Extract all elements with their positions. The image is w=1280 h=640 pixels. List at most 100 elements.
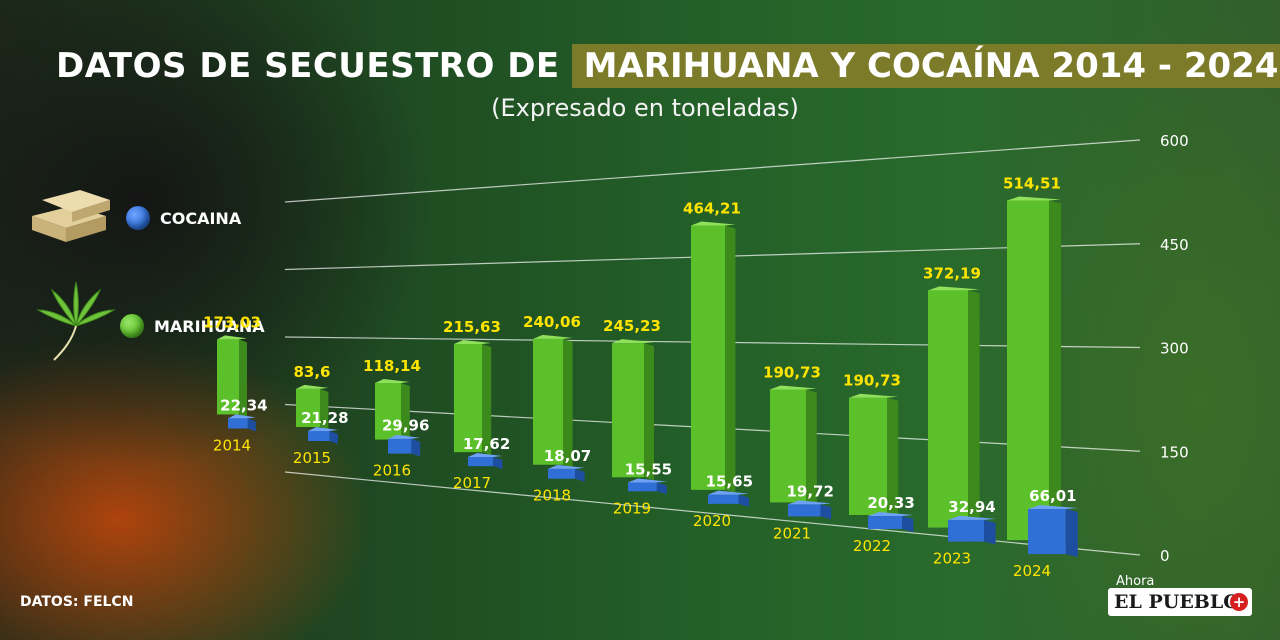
x-tick-label: 2023 (933, 550, 971, 568)
x-tick-label: 2019 (613, 499, 651, 517)
bar-marihuana-side (968, 290, 980, 531)
bar-cocaina-side (902, 516, 914, 532)
bar-cocaina-front (308, 430, 330, 442)
bar-marihuana-top (217, 335, 247, 340)
data-label-marihuana: 514,51 (1003, 175, 1061, 193)
bar-marihuana-top (1007, 196, 1061, 201)
bar-cocaina-side (493, 457, 503, 470)
bar-marihuana-side (320, 388, 329, 431)
bar-cocaina-side (738, 494, 749, 507)
bar-marihuana-front (928, 290, 968, 528)
bar-marihuana-side (725, 225, 736, 493)
bar-cocaina-side (247, 418, 256, 432)
bar-cocaina-front (708, 494, 739, 504)
bar-cocaina-top (548, 464, 585, 469)
data-label-marihuana: 245,23 (603, 317, 661, 335)
title-part1: DATOS DE SECUESTRO DE (56, 46, 560, 86)
bar-marihuana-side (887, 397, 899, 518)
title-part2: MARIHUANA Y COCAÍNA 2014 - 2024 (571, 44, 1280, 88)
legend-cocaina: COCAINA (126, 206, 241, 230)
y-tick-label: 150 (1160, 443, 1189, 461)
x-tick-label: 2015 (293, 449, 331, 467)
bar-marihuana-front (533, 338, 563, 465)
data-label-cocaina: 19,72 (786, 482, 833, 500)
bar-marihuana-top (612, 339, 654, 344)
x-tick-label: 2021 (773, 524, 811, 542)
bar-marihuana-front (375, 382, 401, 440)
bar-cocaina-top (868, 512, 914, 517)
legend-label-cocaina: COCAINA (160, 208, 242, 228)
bar-marihuana-front (217, 339, 239, 415)
legend-dot-cocaina (126, 206, 150, 230)
bar-cocaina-front (228, 418, 248, 429)
data-label-cocaina: 66,01 (1029, 487, 1076, 505)
title-row: DATOS DE SECUESTRO DE MARIHUANA Y COCAÍN… (56, 44, 1280, 88)
bar-marihuana-side (401, 382, 410, 443)
bar-cocaina-front (548, 468, 575, 479)
x-tick-label: 2016 (373, 462, 411, 480)
data-label-cocaina: 22,34 (220, 396, 267, 414)
x-tick-label: 2024 (1013, 562, 1051, 580)
logo-main-text: EL PUEBLO (1114, 591, 1240, 613)
bar-marihuana-top (296, 384, 329, 389)
data-label-cocaina: 17,62 (463, 435, 510, 453)
bar-marihuana-front (1007, 200, 1049, 541)
data-label-cocaina: 18,07 (544, 447, 591, 465)
subtitle: (Expresado en toneladas) (491, 94, 799, 122)
y-tick-label: 600 (1160, 132, 1189, 150)
data-label-marihuana: 83,6 (293, 363, 330, 381)
bars (217, 196, 1078, 558)
bar-marihuana-side (482, 343, 492, 456)
legend-dot-marihuana (120, 314, 144, 338)
bar-cocaina-top (948, 515, 996, 520)
plus-icon: + (1230, 593, 1248, 611)
data-label-marihuana: 118,14 (363, 357, 421, 375)
bar-marihuana-side (644, 343, 654, 481)
data-label-cocaina: 15,65 (706, 473, 753, 491)
legend-label-marihuana: MARIHUANA (154, 316, 265, 336)
bar-marihuana-front (849, 397, 887, 515)
bar-cocaina-front (868, 516, 903, 529)
data-label-cocaina: 32,94 (948, 498, 995, 516)
bar-marihuana-side (806, 389, 817, 506)
bar-cocaina-side (1065, 509, 1078, 558)
bar-marihuana-front (770, 389, 806, 503)
bar-marihuana-front (296, 388, 320, 428)
y-tick-label: 300 (1160, 340, 1189, 358)
bar-cocaina-side (984, 519, 996, 545)
bar-cocaina-top (468, 453, 503, 458)
bar-cocaina-front (468, 457, 494, 467)
bar-cocaina-top (788, 500, 832, 505)
bar-marihuana-side (1049, 200, 1061, 544)
labels: 0 150 300 450 600 173,03 22,34 2014 83,6 21,28 201… (203, 132, 1189, 580)
bar-cocaina-side (329, 430, 338, 445)
data-label-marihuana: 240,06 (523, 313, 581, 331)
data-label-marihuana: 464,21 (683, 199, 741, 217)
el-pueblo-logo: Ahora EL PUEBLO + (1108, 574, 1254, 620)
bar-cocaina-top (228, 414, 256, 419)
bar-marihuana-top (770, 385, 817, 390)
bar-marihuana-side (239, 339, 247, 418)
bar-marihuana-top (849, 393, 899, 398)
legend-marihuana: MARIHUANA (120, 314, 265, 338)
x-tick-label: 2014 (213, 436, 251, 454)
bar-marihuana-top (533, 334, 573, 339)
bar-marihuana-top (375, 378, 410, 383)
cannabis-leaf-icon (36, 281, 116, 361)
x-tick-label: 2017 (453, 474, 491, 492)
data-label-cocaina: 15,55 (625, 460, 672, 478)
data-label-cocaina: 20,33 (867, 494, 914, 512)
bar-cocaina-front (948, 519, 984, 542)
grid-line (284, 139, 1141, 203)
bar-marihuana-top (454, 339, 492, 344)
y-tick-label: 450 (1160, 236, 1189, 254)
bar-cocaina-front (388, 438, 412, 454)
bar-marihuana-top (928, 286, 980, 291)
bar-cocaina-top (628, 478, 667, 483)
bar-cocaina-front (788, 504, 821, 517)
y-tick-label: 0 (1160, 547, 1170, 565)
grid-line (284, 471, 1141, 556)
data-label-cocaina: 29,96 (382, 417, 429, 435)
bar-marihuana-front (454, 343, 482, 453)
